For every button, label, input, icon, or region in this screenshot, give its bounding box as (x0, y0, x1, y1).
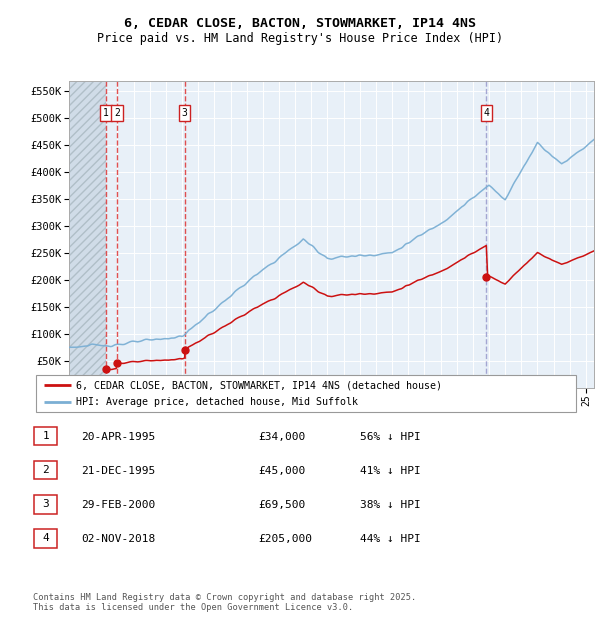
FancyBboxPatch shape (34, 427, 57, 445)
Text: 6, CEDAR CLOSE, BACTON, STOWMARKET, IP14 4NS (detached house): 6, CEDAR CLOSE, BACTON, STOWMARKET, IP14… (77, 380, 443, 390)
Text: 6, CEDAR CLOSE, BACTON, STOWMARKET, IP14 4NS: 6, CEDAR CLOSE, BACTON, STOWMARKET, IP14… (124, 17, 476, 30)
Text: 3: 3 (182, 108, 188, 118)
Text: £69,500: £69,500 (258, 500, 305, 510)
Text: 41% ↓ HPI: 41% ↓ HPI (360, 466, 421, 476)
Text: Price paid vs. HM Land Registry's House Price Index (HPI): Price paid vs. HM Land Registry's House … (97, 32, 503, 45)
Text: 1: 1 (42, 431, 49, 441)
FancyBboxPatch shape (36, 375, 576, 412)
FancyBboxPatch shape (34, 461, 57, 479)
Text: £34,000: £34,000 (258, 432, 305, 442)
FancyBboxPatch shape (34, 495, 57, 513)
Text: 02-NOV-2018: 02-NOV-2018 (81, 534, 155, 544)
Text: 20-APR-1995: 20-APR-1995 (81, 432, 155, 442)
Text: 38% ↓ HPI: 38% ↓ HPI (360, 500, 421, 510)
Text: £205,000: £205,000 (258, 534, 312, 544)
Text: 56% ↓ HPI: 56% ↓ HPI (360, 432, 421, 442)
Text: 2: 2 (114, 108, 120, 118)
Text: 29-FEB-2000: 29-FEB-2000 (81, 500, 155, 510)
Text: 21-DEC-1995: 21-DEC-1995 (81, 466, 155, 476)
Bar (69, 81, 106, 388)
Text: HPI: Average price, detached house, Mid Suffolk: HPI: Average price, detached house, Mid … (77, 397, 359, 407)
Text: Contains HM Land Registry data © Crown copyright and database right 2025.
This d: Contains HM Land Registry data © Crown c… (33, 593, 416, 612)
Text: 3: 3 (42, 499, 49, 510)
Text: 4: 4 (484, 108, 490, 118)
Text: 2: 2 (42, 465, 49, 476)
Text: 44% ↓ HPI: 44% ↓ HPI (360, 534, 421, 544)
Text: 4: 4 (42, 533, 49, 544)
Text: 1: 1 (103, 108, 109, 118)
Text: £45,000: £45,000 (258, 466, 305, 476)
FancyBboxPatch shape (34, 529, 57, 547)
